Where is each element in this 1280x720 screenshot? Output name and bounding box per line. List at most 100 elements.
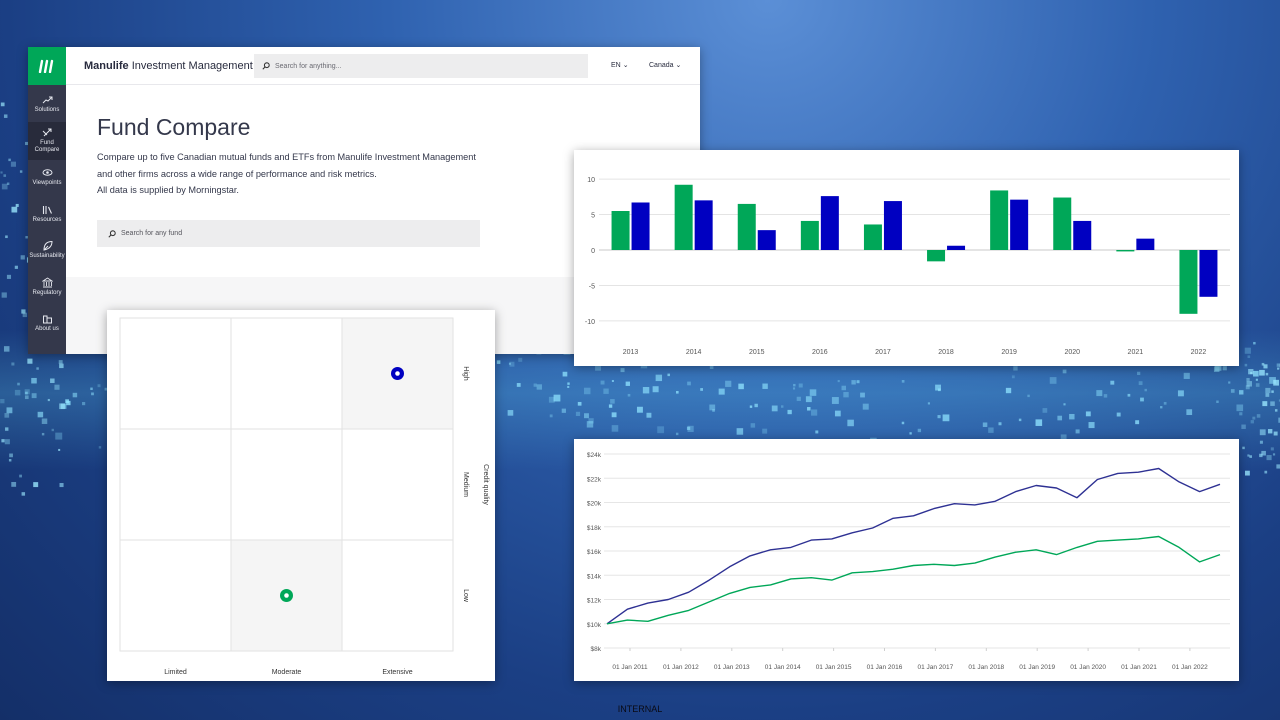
bar[interactable]: [990, 190, 1009, 250]
bg-dot: [548, 396, 555, 403]
bg-dot: [1005, 387, 1012, 394]
bg-dot: [82, 402, 86, 406]
sidebar-label-line: Fund: [40, 140, 54, 146]
bg-dot: [575, 411, 581, 416]
bg-dot: [104, 387, 108, 391]
bg-dot: [909, 432, 912, 435]
style-box-cell: [230, 317, 343, 430]
classification-footer: INTERNAL: [617, 704, 663, 714]
bg-dot: [862, 403, 869, 410]
x-tick-label: 01 Jan 2018: [968, 664, 1004, 671]
bg-dot: [1248, 369, 1254, 375]
bg-dot: [11, 362, 15, 366]
bg-dot: [1062, 369, 1067, 374]
bg-dot: [1, 439, 5, 443]
bg-dot: [31, 377, 37, 384]
fund-search-input[interactable]: Search for any fund: [97, 220, 480, 247]
bg-dot: [792, 387, 796, 390]
bg-dot: [608, 404, 613, 408]
x-tick-label: 01 Jan 2019: [1019, 664, 1055, 671]
brand-rest: Investment Management: [131, 60, 253, 72]
bar[interactable]: [947, 245, 966, 250]
bar[interactable]: [1179, 250, 1198, 314]
bar[interactable]: [737, 203, 756, 250]
bg-dot: [736, 428, 744, 435]
bar[interactable]: [927, 250, 946, 262]
bg-dot: [1269, 377, 1276, 384]
holding-marker-center: [284, 593, 289, 598]
manulife-logo-icon: [38, 59, 54, 73]
bg-dot: [834, 410, 841, 417]
series-line[interactable]: [606, 467, 1221, 625]
sidebar-item-sustainability[interactable]: Sustainability: [28, 231, 66, 269]
bg-dot: [1075, 429, 1080, 434]
sidebar-item-about-us[interactable]: About us: [28, 304, 66, 342]
x-tick-label: 2015: [749, 349, 765, 356]
bar[interactable]: [1010, 199, 1029, 250]
bg-dot: [25, 141, 29, 146]
x-tick-label: 01 Jan 2014: [765, 664, 801, 671]
bg-dot: [4, 439, 10, 445]
language-selector[interactable]: EN ⌄: [611, 61, 629, 69]
bg-dot: [917, 428, 922, 433]
bar[interactable]: [800, 220, 819, 250]
bg-dot: [1253, 341, 1256, 345]
sidebar-item-regulatory[interactable]: Regulatory: [28, 268, 66, 306]
bg-dot: [1259, 440, 1263, 444]
bg-dot: [1163, 401, 1167, 405]
bar[interactable]: [1116, 250, 1135, 252]
brand-name[interactable]: Manulife Investment Management: [84, 60, 253, 72]
site-search-input[interactable]: Search for anything...: [254, 54, 588, 78]
bg-dot: [754, 403, 758, 408]
bg-dot: [98, 446, 102, 449]
bar[interactable]: [863, 224, 882, 250]
bg-dot: [14, 389, 21, 396]
bar[interactable]: [1136, 238, 1155, 250]
bg-dot: [553, 394, 561, 402]
series-line[interactable]: [606, 535, 1221, 625]
calendar-returns-chart: 10 5 0 -5 -10 2013 2014 2015 2016 2017 2018 2019 202…: [574, 150, 1239, 366]
bg-dot: [686, 426, 691, 430]
bar[interactable]: [674, 184, 693, 250]
bg-dot: [709, 365, 714, 369]
y-tick-label: $22k: [587, 476, 602, 483]
sidebar-item-solutions[interactable]: Solutions: [28, 85, 66, 123]
x-tick-label: 2021: [1128, 349, 1144, 356]
bg-dot: [31, 393, 37, 399]
sidebar-item-fund-compare[interactable]: Fund Compare: [28, 121, 66, 160]
bg-dot: [65, 399, 69, 404]
bg-dot: [1272, 453, 1276, 456]
bg-dot: [22, 312, 28, 318]
sidebar-item-viewpoints[interactable]: Viewpoints: [28, 158, 66, 196]
bar[interactable]: [883, 201, 902, 250]
bg-dot: [627, 393, 631, 397]
bar[interactable]: [1073, 220, 1092, 250]
bar[interactable]: [611, 211, 630, 250]
manulife-logo[interactable]: [28, 47, 66, 85]
bar[interactable]: [820, 196, 839, 250]
bar[interactable]: [694, 200, 713, 250]
style-box-cell: [119, 539, 232, 652]
bg-dot: [781, 405, 784, 408]
region-selector[interactable]: Canada ⌄: [649, 61, 681, 69]
search-placeholder: Search for anything...: [275, 62, 342, 70]
bg-dot: [750, 423, 756, 428]
bar[interactable]: [1199, 250, 1218, 297]
line-chart-svg: $24k $22k $20k $18k $16k $14k $12k $10k $8k 01 Ja…: [587, 452, 1230, 671]
bar[interactable]: [757, 230, 776, 250]
sidebar-item-label: Resources: [33, 217, 62, 224]
bg-dot: [1069, 413, 1075, 420]
bg-dot: [700, 388, 703, 391]
bg-dot: [5, 427, 9, 431]
bg-dot: [1, 183, 8, 190]
bg-dot: [718, 388, 725, 395]
bar[interactable]: [631, 202, 650, 250]
bg-dot: [36, 367, 39, 370]
bg-dot: [561, 408, 566, 413]
sidebar-item-resources[interactable]: Resources: [28, 195, 66, 233]
bar[interactable]: [1053, 197, 1072, 250]
x-tick-label: 01 Jan 2021: [1121, 664, 1157, 671]
bg-dot: [11, 481, 17, 487]
bg-dot: [0, 171, 3, 174]
bg-dot: [815, 430, 819, 434]
